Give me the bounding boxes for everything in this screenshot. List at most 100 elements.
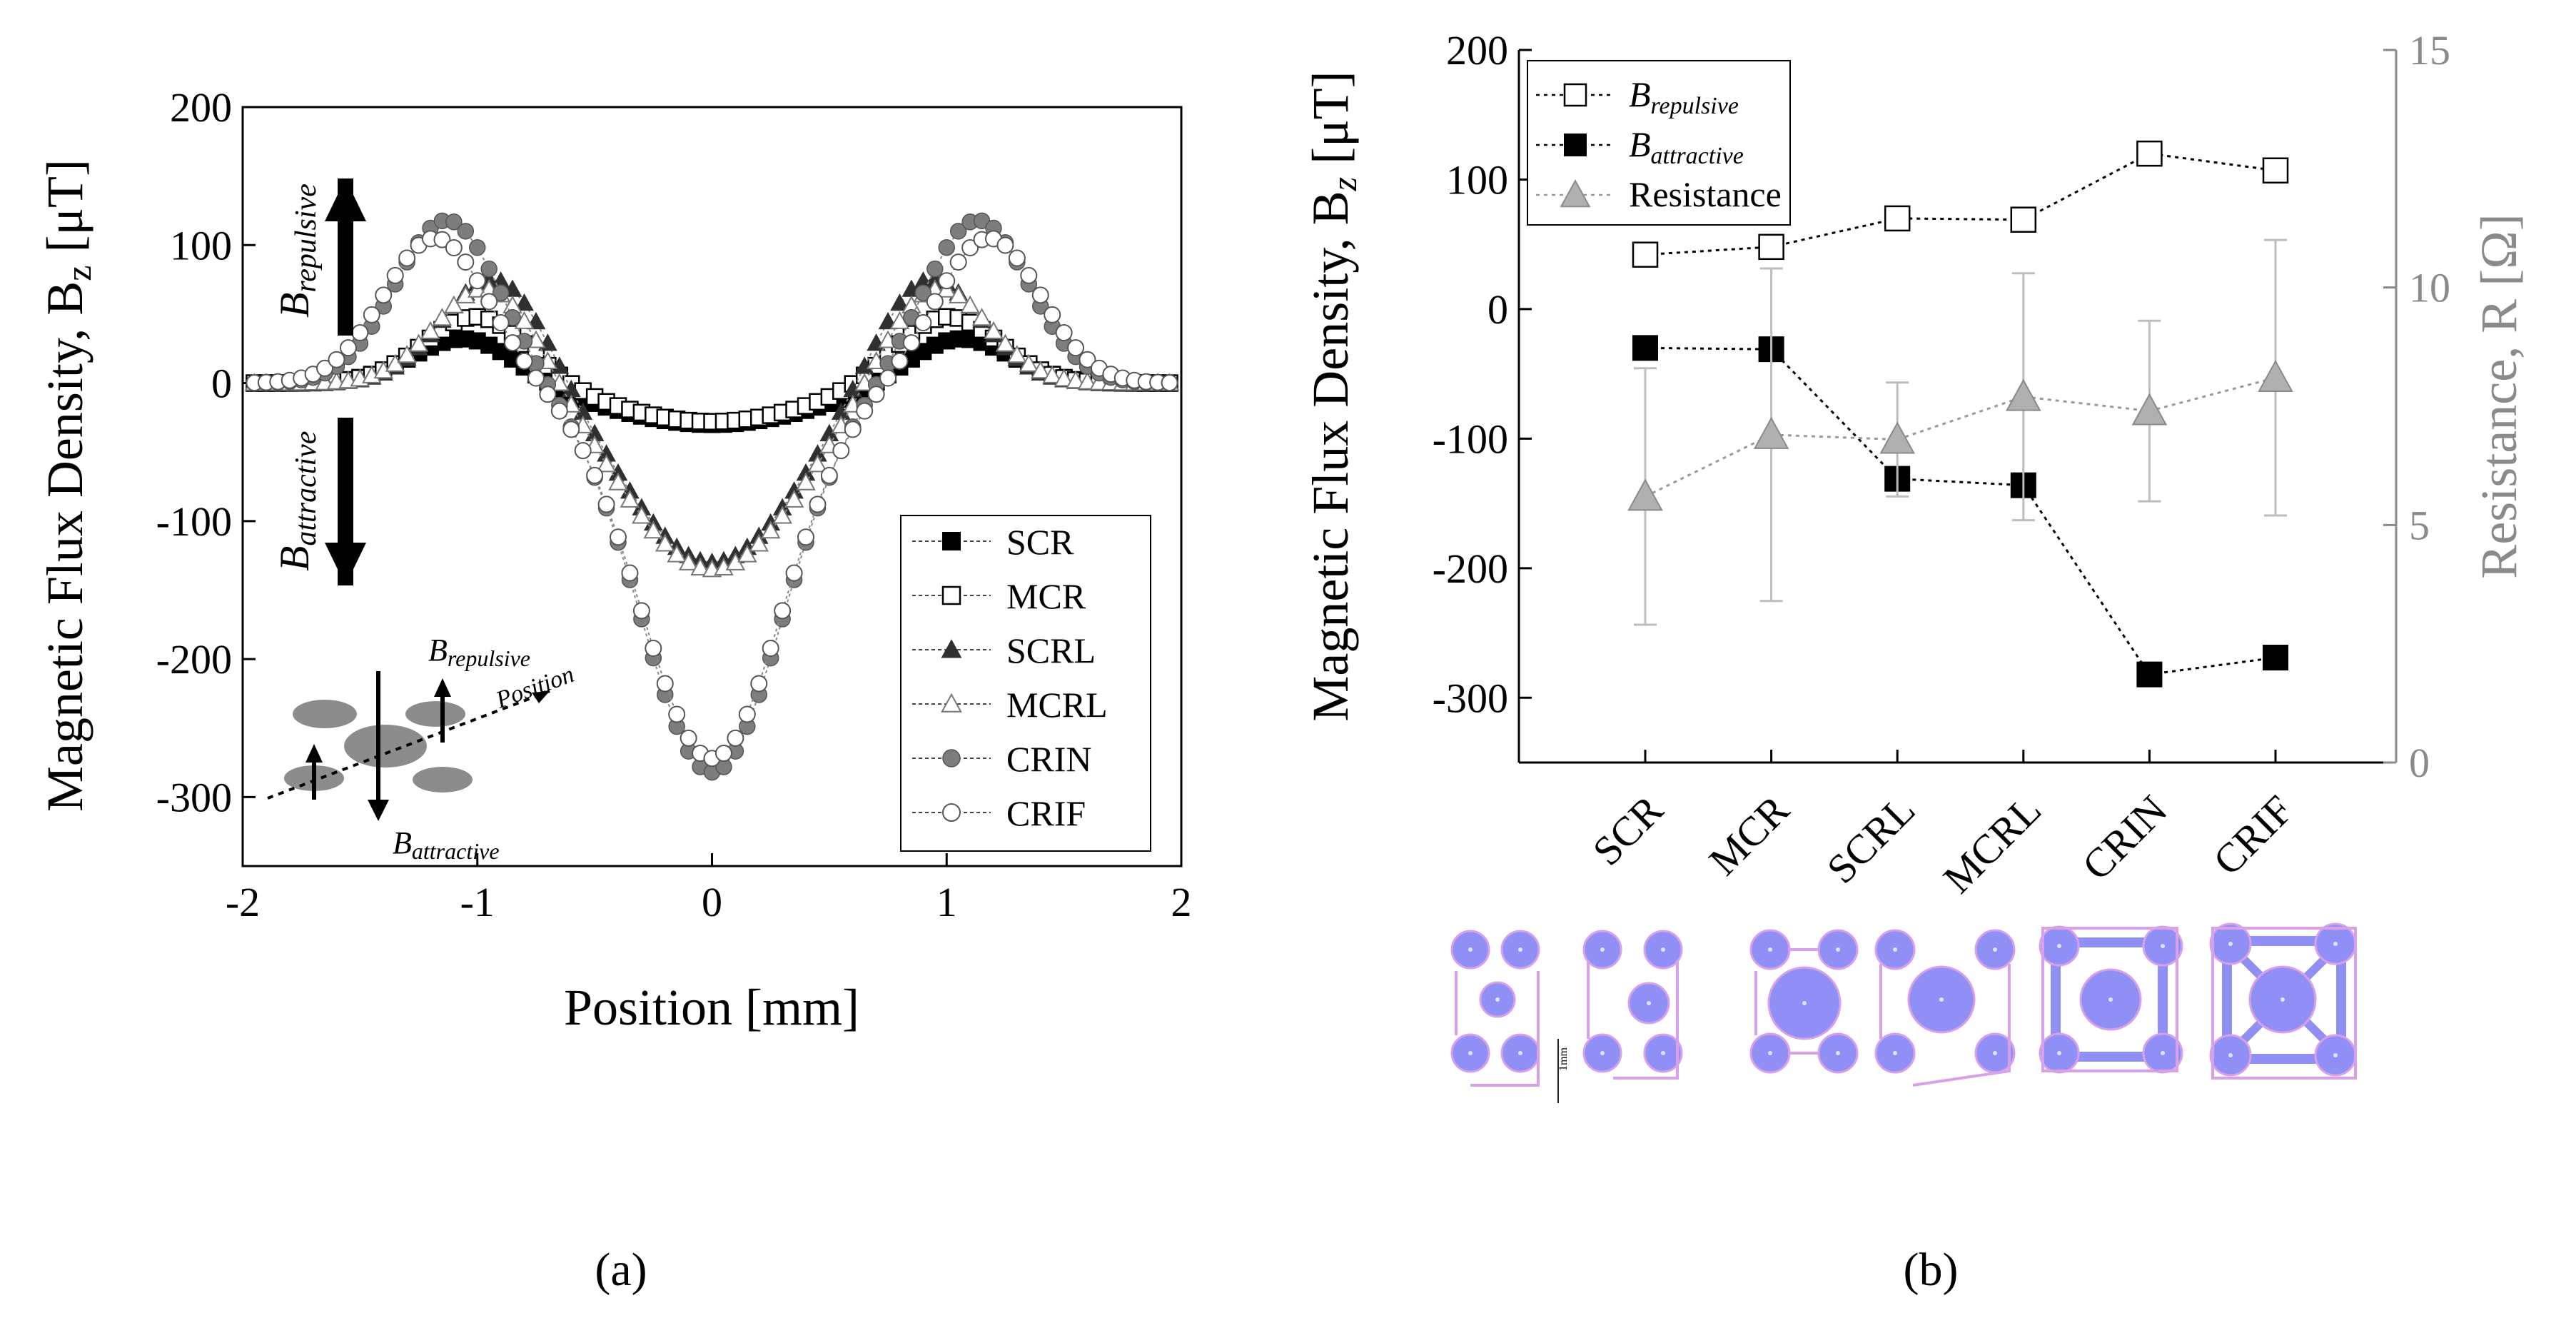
data-point <box>539 386 557 403</box>
y-tick-label: -200 <box>156 636 232 683</box>
data-point <box>1007 345 1027 363</box>
layout-dot <box>1893 1051 1897 1055</box>
data-point <box>690 557 710 575</box>
legend-marker <box>942 803 961 822</box>
data-point <box>2262 157 2289 184</box>
data-point <box>492 313 510 331</box>
layout-dot <box>2057 944 2061 948</box>
data-point <box>844 421 862 438</box>
layout-dot <box>1468 947 1473 952</box>
data-point <box>550 402 568 420</box>
layout-dot <box>2333 942 2338 946</box>
x-tick-label: 1 <box>936 879 957 925</box>
x-tick-label: 0 <box>702 879 722 925</box>
x-tick-label: CRIN <box>2074 786 2176 889</box>
layout-dot <box>1836 947 1840 952</box>
data-point <box>2263 645 2288 671</box>
data-point <box>339 339 357 357</box>
data-point <box>1632 241 1659 268</box>
layout-dot <box>1518 1051 1522 1055</box>
data-point <box>1030 361 1051 379</box>
layout-dot <box>1495 997 1500 1002</box>
data-point <box>643 520 664 539</box>
data-point <box>316 359 334 377</box>
data-point <box>2136 661 2163 688</box>
layout-dot <box>1993 1051 1997 1055</box>
data-point <box>890 293 909 311</box>
x-tick-label: MCR <box>1700 786 1798 884</box>
data-point <box>2258 359 2293 392</box>
y-tick-label: -300 <box>156 774 232 820</box>
layout-dot <box>1939 997 1944 1002</box>
y-tick-label: 0 <box>1487 286 1508 333</box>
y2-tick-label: 15 <box>2409 27 2450 74</box>
x-tick-label: CRIF <box>2204 786 2302 884</box>
data-point <box>926 260 944 278</box>
data-point <box>879 369 897 387</box>
chart-a-y-axis-label: Magnetic Flux Density, Bz [μT] <box>36 159 99 812</box>
layout-dot <box>1836 1051 1840 1055</box>
data-point <box>995 333 1016 352</box>
layout-dot <box>1768 1051 1772 1055</box>
layout-dot <box>2161 1051 2165 1055</box>
data-point <box>655 533 675 552</box>
layout-dot <box>2108 997 2113 1002</box>
data-point <box>610 528 627 546</box>
data-point <box>949 253 967 271</box>
layout-dot <box>2228 942 2233 946</box>
legend-label: Resistance <box>1629 174 1782 214</box>
layout-dot <box>1468 1051 1473 1055</box>
data-point <box>984 321 1004 339</box>
data-point <box>515 293 534 311</box>
layout-dot <box>2280 997 2285 1002</box>
chart-a-x-axis-label: Position [mm] <box>564 979 859 1036</box>
chart-a: -2 -1 0 1 2 200 100 0 -100 -200 -300 Magnetic Flux… <box>36 84 1192 1296</box>
layout-trace <box>1587 960 1679 1080</box>
data-point <box>2010 206 2037 233</box>
layout-dot <box>2228 1053 2233 1057</box>
data-point <box>1044 306 1061 323</box>
legend-marker <box>942 749 961 768</box>
data-point <box>961 239 979 257</box>
layout-dot <box>1647 1001 1651 1005</box>
series-line <box>1645 152 2276 256</box>
y2-tick-label: 0 <box>2409 740 2430 786</box>
layout-trace <box>1879 964 2011 1087</box>
legend-marker <box>941 639 962 658</box>
y-tick-label: 200 <box>1446 27 1508 74</box>
layout-trace <box>2041 927 2178 1072</box>
data-point <box>1884 205 1911 232</box>
legend-label: MCRL <box>1006 685 1108 725</box>
data-point <box>385 353 405 372</box>
data-point <box>737 544 757 563</box>
data-point <box>914 284 932 302</box>
data-point <box>468 272 486 290</box>
data-point <box>1008 249 1026 267</box>
data-point <box>645 640 662 658</box>
y2-tick-label: 5 <box>2409 502 2430 548</box>
data-point <box>397 345 417 363</box>
layout-dot <box>1518 947 1522 952</box>
data-point <box>948 285 969 303</box>
data-point <box>632 602 650 620</box>
layout-trace <box>1754 948 1820 1055</box>
data-point <box>668 705 686 723</box>
legend-marker <box>1560 179 1591 208</box>
data-point <box>762 640 779 658</box>
legend-marker <box>1563 83 1587 107</box>
data-point <box>738 705 756 723</box>
layout-dot <box>2333 1053 2338 1057</box>
repulsive-label: Brepulsive <box>271 183 323 318</box>
data-point <box>785 564 803 582</box>
y-tick-label: -100 <box>156 498 232 545</box>
attractive-arrow-head <box>325 543 366 585</box>
data-point <box>960 295 980 313</box>
legend-label-sub: repulsive <box>1651 93 1739 119</box>
data-point <box>457 253 475 271</box>
layout-trace <box>2211 927 2357 1080</box>
data-point <box>938 238 955 256</box>
data-point <box>375 286 393 304</box>
chart-a-legend: SCR MCR SCRL MCRL CRIN CRIF <box>900 515 1151 852</box>
data-point <box>1020 266 1038 284</box>
